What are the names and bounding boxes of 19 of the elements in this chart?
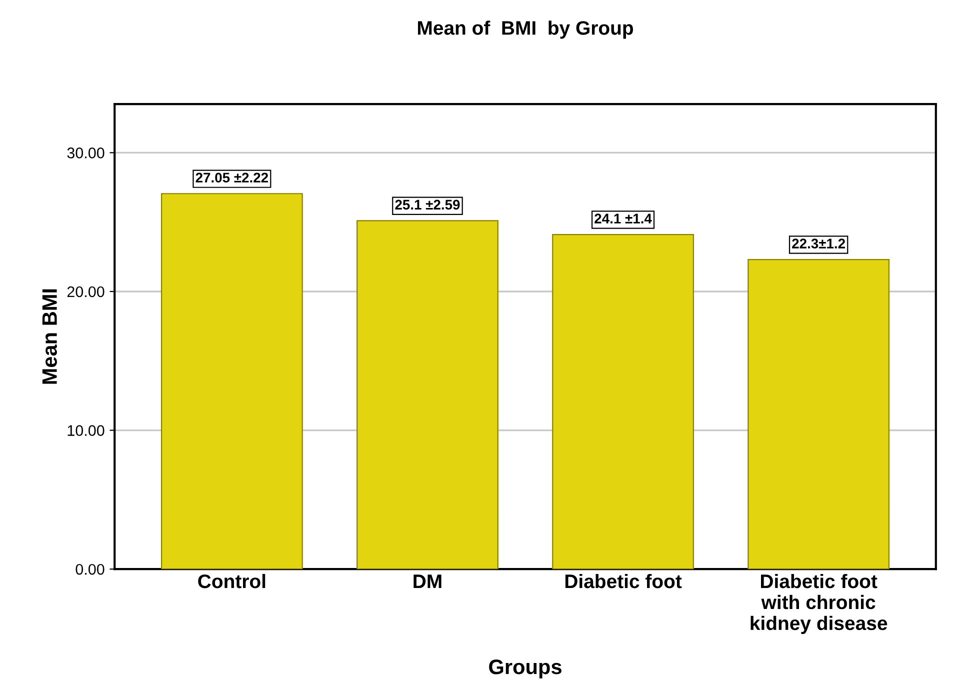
data-label: 27.05 ±2.22 bbox=[196, 172, 268, 183]
x-tick-label: Diabetic foot bbox=[565, 574, 682, 588]
data-label: 25.1 ±2.59 bbox=[395, 200, 460, 210]
y-tick-label: 30.00 bbox=[67, 148, 104, 158]
y-tick-label: 20.00 bbox=[67, 286, 104, 298]
x-axis-title: Groups bbox=[489, 660, 562, 678]
data-label: 24.1 ±1.4 bbox=[594, 214, 652, 224]
chart-title: Mean of BMI by Group bbox=[418, 20, 634, 39]
bar bbox=[748, 259, 890, 570]
y-tick-label: 10.00 bbox=[68, 425, 104, 436]
bar bbox=[356, 220, 498, 570]
bar bbox=[552, 234, 694, 570]
data-label: 22.3±1.2 bbox=[792, 238, 845, 248]
x-tick-label: Control bbox=[198, 574, 266, 588]
y-tick-label: 0.00 bbox=[76, 564, 104, 575]
x-tick-label: Diabetic foot with chronic kidney disease bbox=[750, 574, 888, 634]
x-tick-label: DM bbox=[414, 574, 442, 588]
bar bbox=[160, 193, 303, 570]
y-axis-title: Mean BMI bbox=[42, 289, 57, 384]
